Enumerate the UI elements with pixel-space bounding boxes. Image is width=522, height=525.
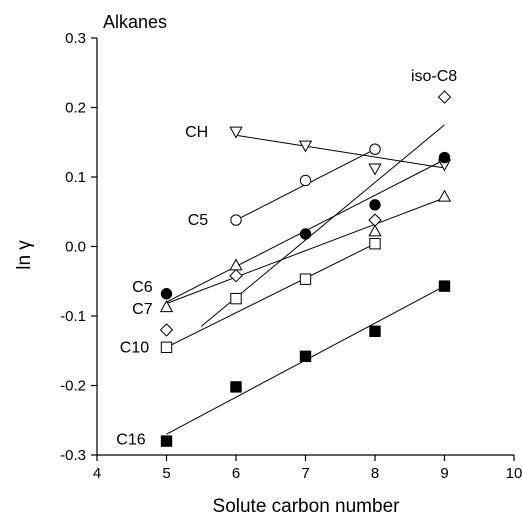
series-label-c16: C16 bbox=[116, 432, 145, 449]
series-label-c7: C7 bbox=[132, 301, 153, 318]
series-label-ch: CH bbox=[185, 124, 208, 141]
marker-circle bbox=[299, 228, 312, 240]
marker-diamond bbox=[368, 213, 382, 227]
marker-square bbox=[438, 280, 451, 292]
y-tick-label: 0.3 bbox=[65, 30, 86, 47]
marker-square bbox=[299, 350, 312, 363]
x-tick-label: 4 bbox=[93, 465, 101, 482]
series-label-c10: C10 bbox=[120, 339, 149, 356]
marker-circle bbox=[369, 143, 381, 155]
x-tick-label: 6 bbox=[232, 465, 240, 482]
y-tick-label: 0.2 bbox=[65, 100, 86, 117]
marker-triangle-down bbox=[229, 126, 243, 139]
marker-square bbox=[160, 341, 173, 353]
series-labels: CH C5 iso-C8 C6 C7 C10 C16 bbox=[116, 68, 457, 448]
chart-title-text: Alkanes bbox=[103, 12, 167, 32]
fit-line-ch bbox=[235, 134, 445, 169]
marker-triangle-up bbox=[368, 224, 382, 237]
y-tick-label: -0.2 bbox=[60, 378, 86, 395]
marker-circle bbox=[438, 151, 451, 164]
y-tick-label: -0.3 bbox=[60, 447, 86, 464]
y-tick-label: 0.0 bbox=[65, 239, 86, 256]
marker-diamond bbox=[229, 268, 243, 283]
x-axis-label: Solute carbon number bbox=[213, 496, 401, 517]
data-markers bbox=[159, 90, 452, 447]
series-label-c5: C5 bbox=[188, 212, 209, 229]
fit-line-c10 bbox=[166, 243, 376, 348]
marker-square bbox=[299, 273, 312, 285]
x-tick-label: 9 bbox=[440, 465, 448, 482]
marker-square bbox=[230, 292, 242, 305]
marker-triangle-up bbox=[437, 189, 452, 202]
marker-square bbox=[369, 238, 381, 250]
marker-circle bbox=[160, 288, 173, 300]
axes bbox=[96, 38, 514, 456]
marker-diamond bbox=[159, 323, 174, 337]
y-tick-label: 0.1 bbox=[65, 169, 86, 186]
marker-circle bbox=[369, 199, 381, 211]
marker-square bbox=[230, 381, 242, 393]
marker-circle bbox=[299, 174, 312, 187]
x-tick-label: 8 bbox=[371, 465, 379, 482]
fit-line-iso-c8 bbox=[200, 124, 445, 327]
marker-diamond bbox=[437, 90, 452, 104]
x-tick-label: 10 bbox=[506, 465, 522, 482]
x-tick-label: 5 bbox=[162, 465, 170, 482]
y-axis-label: ln γ bbox=[14, 240, 35, 270]
marker-square bbox=[160, 435, 173, 447]
fit-line-c7 bbox=[166, 197, 445, 304]
y-tick-label: -0.1 bbox=[60, 308, 86, 325]
ticks: 4 5 6 7 8 9 10 -0.3 -0.2 -0.1 0.0 0.1 0.2 0.3 bbox=[60, 30, 522, 482]
marker-triangle-down bbox=[298, 140, 313, 153]
chart-title: Alkanes bbox=[103, 12, 167, 32]
series-label-iso-c8: iso-C8 bbox=[411, 68, 457, 85]
marker-square bbox=[369, 325, 381, 337]
marker-triangle-up bbox=[159, 300, 174, 313]
marker-triangle-up bbox=[229, 258, 243, 271]
series-label-c6: C6 bbox=[132, 279, 153, 296]
x-tick-label: 7 bbox=[301, 465, 309, 482]
marker-triangle-down bbox=[368, 163, 382, 176]
marker-circle bbox=[230, 214, 242, 226]
